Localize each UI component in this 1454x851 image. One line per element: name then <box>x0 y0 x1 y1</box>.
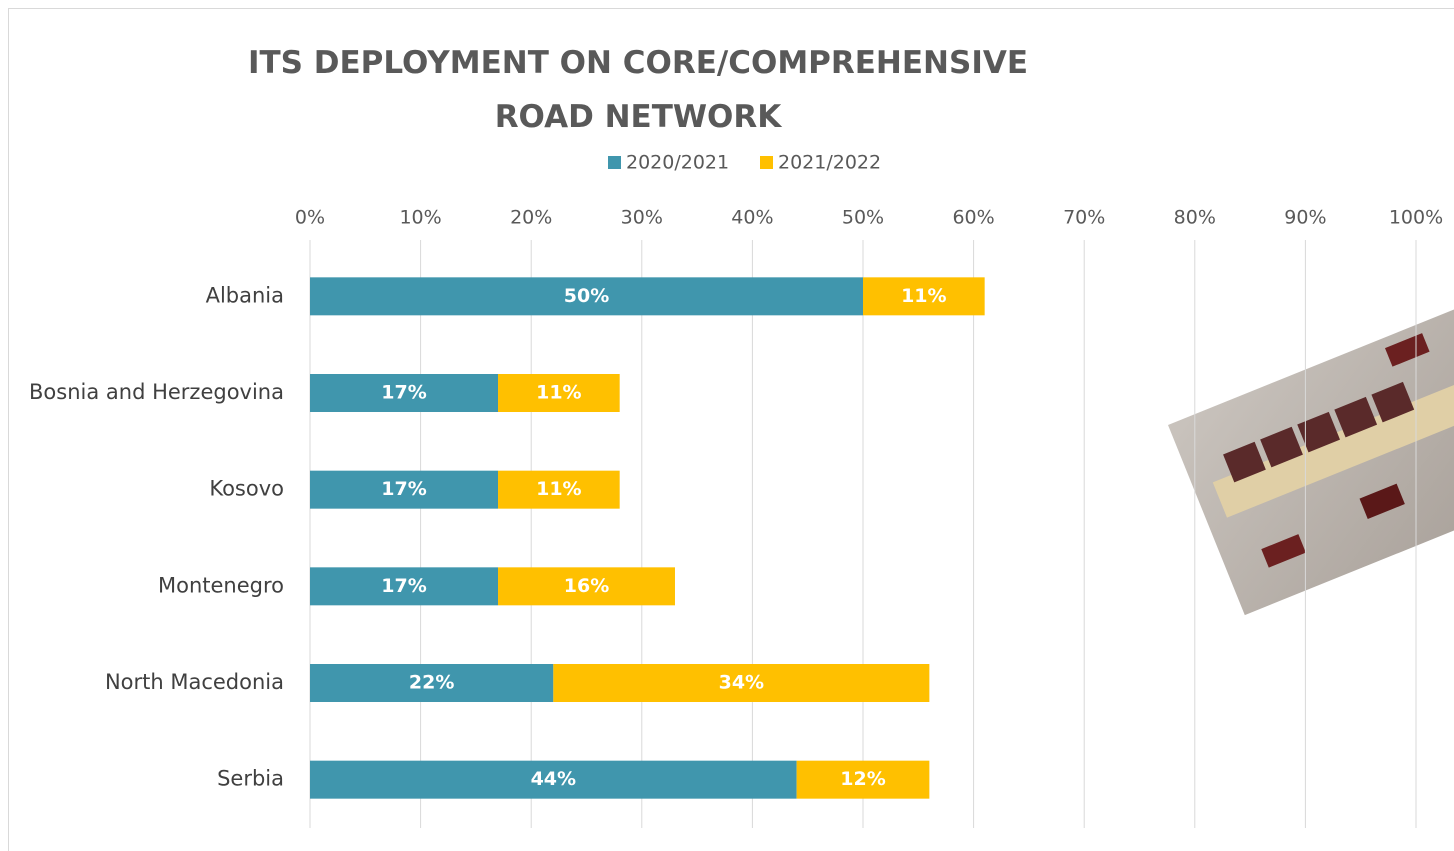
x-tick-label: 0% <box>295 207 325 229</box>
value-label: 34% <box>719 672 764 694</box>
value-label: 22% <box>409 672 454 694</box>
x-tick-label: 90% <box>1284 207 1326 229</box>
value-label: 17% <box>381 478 426 500</box>
x-tick-label: 10% <box>399 207 441 229</box>
x-tick-label: 70% <box>1063 207 1105 229</box>
legend-label: 2020/2021 <box>626 152 729 174</box>
value-label: 11% <box>536 382 581 404</box>
y-tick-label: Albania <box>206 283 284 307</box>
legend-swatch <box>608 156 621 169</box>
value-label: 12% <box>840 768 885 790</box>
y-tick-label: Kosovo <box>209 477 284 501</box>
x-tick-label: 30% <box>621 207 663 229</box>
x-tick-label: 50% <box>842 207 884 229</box>
page: 2020/2021 2021/2022 0% 10% 20% 30% 40% 50% 60% 70… <box>0 0 1454 851</box>
chart-title: ITS DEPLOYMENT ON CORE/COMPREHENSIVE ROA… <box>238 36 1038 144</box>
value-label: 11% <box>901 285 946 307</box>
value-label: 17% <box>381 382 426 404</box>
y-tick-label: Serbia <box>217 767 284 791</box>
y-tick-label: Montenegro <box>158 573 284 597</box>
legend-swatch <box>760 156 773 169</box>
y-tick-label: North Macedonia <box>105 670 284 694</box>
x-tick-label: 80% <box>1174 207 1216 229</box>
value-label: 11% <box>536 478 581 500</box>
legend-label: 2021/2022 <box>778 152 881 174</box>
x-tick-label: 60% <box>952 207 994 229</box>
x-tick-label: 40% <box>731 207 773 229</box>
x-tick-label: 100% <box>1389 207 1443 229</box>
x-tick-label: 20% <box>510 207 552 229</box>
photo <box>1168 298 1454 615</box>
value-label: 16% <box>564 575 609 597</box>
y-tick-label: Bosnia and Herzegovina <box>29 380 284 404</box>
value-label: 44% <box>531 768 576 790</box>
value-label: 17% <box>381 575 426 597</box>
value-label: 50% <box>564 285 609 307</box>
